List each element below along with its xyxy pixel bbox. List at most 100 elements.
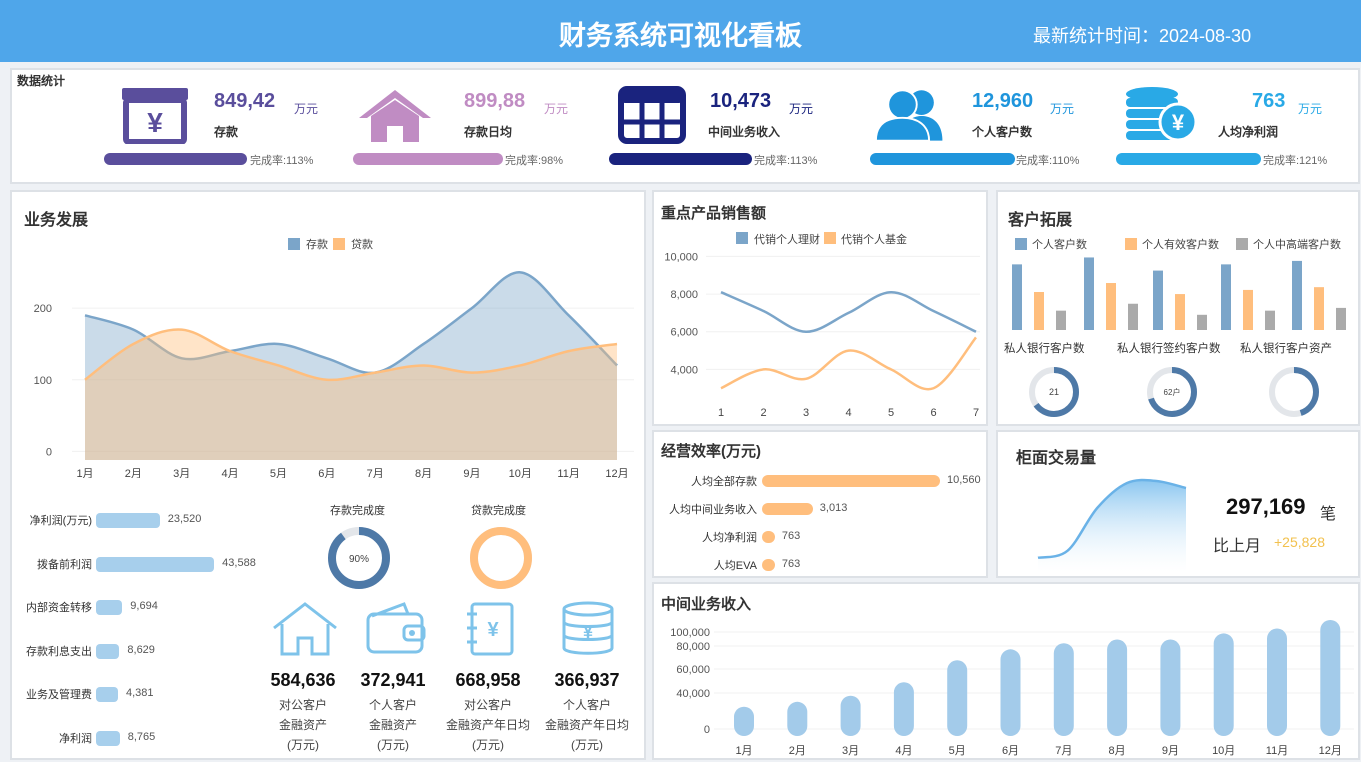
income-bar[interactable]	[787, 701, 808, 736]
stat-card-customers[interactable]: 12,960 万元 个人客户数 完成率:110%	[870, 70, 1120, 182]
bar-label: 人均净利润	[702, 532, 757, 544]
counter-area-chart[interactable]	[1034, 476, 1194, 572]
bar-fill	[762, 531, 775, 543]
legend-label: 个人有效客户数	[1142, 237, 1219, 251]
x-tick-label: 9月	[463, 468, 480, 478]
private-bank-count-ring[interactable]: 21	[1026, 364, 1082, 420]
x-tick-label: 5月	[270, 468, 287, 478]
efficiency-row[interactable]: 人均全部存款 10,560	[654, 472, 986, 490]
deposit-completion-donut[interactable]: 90%	[325, 524, 393, 592]
income-bar[interactable]	[1213, 633, 1234, 736]
income-bar[interactable]	[1053, 643, 1074, 736]
efficiency-row[interactable]: 人均净利润 763	[654, 528, 986, 546]
x-tick-label: 4月	[222, 468, 239, 478]
area-fill-loan	[85, 329, 617, 460]
income-bar[interactable]	[734, 706, 754, 736]
customer-bar[interactable]	[1221, 264, 1231, 330]
customer-bar[interactable]	[1243, 289, 1253, 330]
business-area-chart[interactable]: 存款 贷款 0 100 200 1月 2月 3月 4月 5月 6月 7月 8月 9月 10月 11月 12…	[12, 228, 644, 478]
efficiency-row[interactable]: 人均EVA 763	[654, 556, 986, 574]
customer-bar[interactable]	[1106, 283, 1116, 330]
legend-label: 代销个人理财	[754, 232, 820, 246]
customer-bar[interactable]	[1084, 257, 1094, 330]
house-outline-icon	[273, 602, 337, 656]
stat-label: 存款	[214, 125, 239, 139]
asset-label-2: 金融资产年日均	[544, 718, 629, 732]
line-fund	[720, 336, 977, 391]
x-tick-label: 6月	[318, 468, 335, 478]
asset-figure: 366,937 个人客户 金融资产年日均 (万元)	[532, 670, 642, 755]
line-wealth	[720, 290, 977, 333]
customer-bar[interactable]	[1056, 310, 1066, 330]
profit-bar-row[interactable]: 净利润 8,765	[12, 728, 272, 748]
customer-bar[interactable]	[1012, 264, 1022, 330]
house-icon	[359, 90, 431, 142]
income-bar[interactable]	[840, 695, 861, 736]
profit-bar-row[interactable]: 存款利息支出 8,629	[12, 641, 272, 661]
income-bar-chart[interactable]: 0 40,000 60,000 80,000 100,000 1月 2月 3月 4月 5月 6月 7…	[654, 614, 1358, 760]
stat-value: 899,88	[464, 90, 526, 112]
income-bar[interactable]	[893, 682, 914, 736]
income-bar[interactable]	[1000, 649, 1021, 736]
x-tick-label: 1月	[735, 745, 752, 757]
efficiency-panel: 经营效率(万元) 人均全部存款 10,560 人均中间业务收入 3,013 人均净利润 7…	[652, 430, 988, 578]
stat-card-mid-income[interactable]: 10,473 万元 中间业务收入 完成率:113%	[609, 70, 859, 182]
customer-bar[interactable]	[1314, 287, 1324, 330]
y-tick-label: 100	[34, 375, 52, 387]
svg-text:¥: ¥	[487, 619, 499, 641]
x-tick-label: 7月	[1055, 745, 1072, 757]
product-line-chart[interactable]: 代销个人理财 代销个人基金 4,000 6,000 8,000 10,000 1 2 3 4…	[654, 222, 986, 424]
progress-rate: 完成率:113%	[250, 155, 314, 167]
bar-value: 763	[781, 558, 801, 570]
counter-area-line	[1037, 478, 1187, 560]
profit-bar-row[interactable]: 拨备前利润 43,588	[12, 554, 272, 574]
customer-bar[interactable]	[1292, 260, 1302, 330]
customer-bar-chart[interactable]: 个人客户数 个人有效客户数 个人中高端客户数	[998, 232, 1358, 332]
private-bank-assets-ring[interactable]	[1266, 364, 1322, 420]
efficiency-row[interactable]: 人均中间业务收入 3,013	[654, 500, 986, 518]
stat-label: 存款日均	[464, 125, 513, 139]
stat-card-net-profit[interactable]: ¥ 763 万元 人均净利润 完成率:121%	[1116, 70, 1361, 182]
asset-label-1: 对公客户	[463, 698, 512, 712]
legend-label: 个人中高端客户数	[1253, 237, 1341, 251]
x-tick-label: 2月	[125, 468, 142, 478]
stat-card-deposit-avg[interactable]: 899,88 万元 存款日均 完成率:98%	[353, 70, 603, 182]
income-bar[interactable]	[1160, 639, 1181, 736]
asset-label-3: (万元)	[472, 738, 504, 752]
income-bar[interactable]	[1107, 639, 1128, 736]
asset-figure: 372,941 个人客户 金融资产 (万元)	[338, 670, 448, 755]
private-bank-signed-ring[interactable]: 62户	[1144, 364, 1200, 420]
customer-bar[interactable]	[1336, 307, 1346, 330]
bar-label: 净利润(万元)	[29, 515, 92, 527]
income-bar[interactable]	[1267, 628, 1287, 736]
wallet-icon	[366, 602, 426, 654]
x-tick-label: 2月	[789, 745, 806, 757]
income-bar[interactable]	[1320, 620, 1341, 736]
income-bar[interactable]	[947, 660, 968, 736]
customer-bar[interactable]	[1197, 314, 1207, 330]
y-tick-label: 100,000	[670, 627, 710, 639]
customer-bar[interactable]	[1265, 310, 1275, 330]
stat-label: 个人客户数	[972, 125, 1033, 139]
customer-bar[interactable]	[1175, 294, 1185, 330]
customer-bar[interactable]	[1128, 303, 1138, 330]
customer-bar[interactable]	[1034, 292, 1044, 330]
progress-rate: 完成率:110%	[1016, 155, 1080, 167]
stat-card-deposit[interactable]: ¥ 849,42 万元 存款 完成率:113%	[104, 70, 354, 182]
profit-bar-row[interactable]: 内部资金转移 9,694	[12, 597, 272, 617]
profit-bar-row[interactable]: 业务及管理费 4,381	[12, 684, 272, 704]
bar-label: 存款利息支出	[26, 645, 92, 658]
bar-fill	[96, 730, 120, 746]
profit-bar-row[interactable]: 净利润(万元) 23,520	[12, 510, 272, 530]
legend-label: 代销个人基金	[841, 232, 907, 246]
panel-title: 柜面交易量	[1016, 450, 1097, 467]
x-tick-label: 12月	[1319, 745, 1342, 757]
legend-swatch	[1236, 238, 1248, 250]
customer-bar[interactable]	[1153, 270, 1163, 330]
x-tick-label: 9月	[1162, 745, 1179, 757]
donut-progress	[470, 527, 532, 589]
notebook-yen-icon: ¥	[467, 602, 514, 656]
loan-completion-donut[interactable]	[467, 524, 535, 592]
x-tick-label: 3	[803, 407, 809, 419]
asset-label-3: (万元)	[571, 738, 603, 752]
